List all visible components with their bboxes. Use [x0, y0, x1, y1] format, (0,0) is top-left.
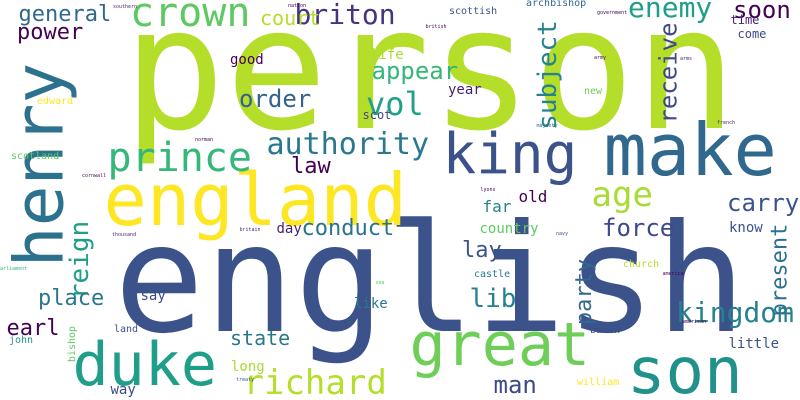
word-henry: henry — [0, 62, 79, 268]
word-treaty: treaty — [236, 376, 255, 383]
word-great: great — [409, 310, 591, 380]
word-know: know — [729, 220, 763, 236]
word-english: english — [114, 193, 747, 367]
word-good: good — [230, 52, 264, 68]
word-castle: castle — [474, 269, 511, 280]
word-say: say — [140, 288, 166, 304]
word-like: like — [354, 296, 388, 312]
word-state: state — [230, 326, 291, 350]
word-richard: richard — [243, 363, 387, 400]
word-subject: subject — [532, 20, 563, 130]
word-son: son — [627, 335, 743, 400]
word-briton: briton — [294, 0, 396, 31]
word-order: order — [239, 85, 312, 113]
word-time: time — [730, 13, 760, 27]
word-french: french — [717, 119, 736, 126]
word-conduct: conduct — [301, 216, 395, 241]
word-place: place — [38, 286, 105, 311]
word-nation: nation — [288, 2, 307, 9]
word-william: william — [577, 377, 620, 388]
word-receive: receive — [654, 22, 683, 124]
word-bishop: bishop — [67, 325, 79, 363]
word-way: way — [110, 382, 136, 398]
word-crown: crown — [130, 0, 251, 36]
word-court: court — [260, 6, 321, 30]
word-person: person — [123, 0, 738, 169]
word-john: john — [9, 335, 34, 346]
word-parliament: parliament — [0, 265, 28, 272]
word-cornwall: cornwall — [82, 172, 107, 179]
word-far: far — [482, 197, 512, 216]
word-lib: lib — [469, 284, 517, 314]
word-come: come — [737, 27, 767, 41]
word-scot: scot — [362, 108, 392, 122]
word-government: government — [597, 9, 628, 16]
word-carry: carry — [727, 189, 800, 217]
word-enemy: enemy — [628, 0, 713, 24]
word-party: party — [572, 258, 598, 326]
word-authority: authority — [266, 127, 430, 162]
word-archbishop: archbishop — [526, 0, 587, 9]
word-sea: sea — [375, 279, 385, 286]
word-power: power — [17, 20, 84, 45]
word-king: king — [442, 122, 578, 187]
word-lay: lay — [462, 238, 502, 263]
word-southern: southern — [113, 3, 138, 10]
word-age: age — [591, 175, 653, 215]
word-britain: britain — [239, 226, 261, 233]
word-american: american — [682, 318, 707, 325]
word-day: day — [276, 221, 302, 237]
word-kingdom: kingdom — [676, 296, 795, 329]
word-appear: appear — [371, 57, 459, 85]
word-earl: earl — [6, 316, 60, 341]
word-force: force — [602, 214, 675, 242]
word-navy: navy — [556, 230, 569, 237]
word-british: british — [425, 23, 447, 30]
word-lyons: lyons — [480, 186, 496, 193]
word-soon: soon — [733, 0, 791, 24]
word-old: old — [518, 187, 548, 206]
word-prince: prince — [107, 135, 253, 181]
word-army: army — [594, 54, 607, 61]
word-england: england — [103, 158, 407, 242]
word-land: land — [114, 324, 139, 335]
word-year: year — [448, 82, 482, 98]
word-country: country — [479, 221, 539, 237]
word-life: life — [370, 47, 404, 63]
word-law: law — [291, 154, 331, 179]
word-vol: vol — [366, 85, 424, 123]
word-church: church — [623, 259, 660, 270]
word-scotland: scotland — [11, 151, 60, 162]
word-scottish: scottish — [449, 6, 498, 17]
word-man: man — [493, 371, 537, 399]
word-present: present — [766, 223, 792, 317]
word-duke: duke — [72, 330, 218, 400]
word-edward: edward — [37, 96, 74, 107]
word-norman: norman — [195, 136, 214, 143]
word-arms: arms — [680, 55, 693, 62]
word-general: general — [18, 2, 112, 27]
word-thousand: thousand — [112, 231, 137, 238]
word-baron: baron — [590, 325, 621, 336]
word-majesty: majesty — [536, 122, 558, 129]
word-new: new — [584, 86, 603, 97]
word-long: long — [231, 359, 265, 375]
word-make: make — [603, 108, 777, 192]
word-little: little — [728, 336, 780, 352]
word-america: america — [662, 270, 684, 277]
